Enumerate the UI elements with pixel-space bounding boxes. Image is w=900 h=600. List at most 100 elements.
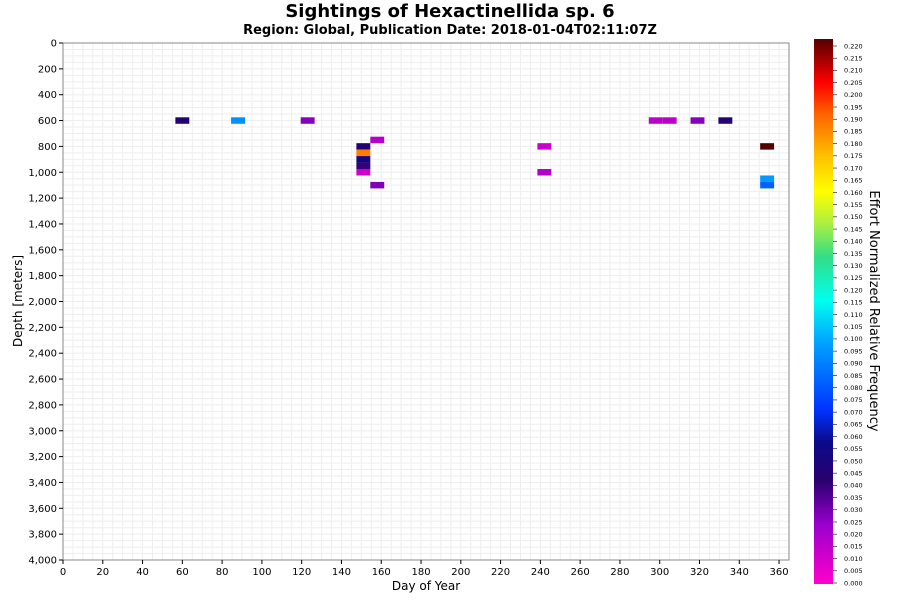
y-tick-label: 3,200 [28,452,57,463]
x-tick-label: 340 [730,567,749,578]
colorbar-tick-label: 0.205 [844,79,863,87]
x-tick-label: 180 [411,567,430,578]
y-tick-label: 1,600 [28,245,57,256]
heatmap-cell [760,175,775,182]
colorbar-tick-label: 0.000 [844,579,863,587]
colorbar-tick-label: 0.220 [844,42,863,50]
x-axis: 0 20 40 60 80 100 120 140 160 180 200 220 240 260 280 3… [60,560,789,578]
colorbar-tick-label: 0.070 [844,408,863,416]
colorbar-tick-label: 0.065 [844,421,863,429]
colorbar-tick-label: 0.005 [844,567,863,575]
x-tick-label: 40 [136,567,149,578]
heatmap-cell [356,156,371,163]
y-tick-label: 3,400 [28,478,57,489]
colorbar-tick-label: 0.140 [844,238,863,246]
heatmap-cell [690,117,705,124]
colorbar-tick-label: 0.215 [844,55,863,63]
colorbar-tick-label: 0.160 [844,189,863,197]
x-tick-label: 260 [571,567,590,578]
colorbar-tick-label: 0.210 [844,67,863,75]
x-tick-label: 100 [252,567,271,578]
colorbar-tick-label: 0.150 [844,213,863,221]
colorbar-tick-label: 0.200 [844,91,863,99]
colorbar-tick-label: 0.050 [844,457,863,465]
x-tick-label: 320 [690,567,709,578]
colorbar-tick-label: 0.080 [844,384,863,392]
x-tick-label: 80 [216,567,229,578]
y-tick-label: 2,400 [28,349,57,360]
x-tick-label: 60 [176,567,189,578]
colorbar-tick-label: 0.045 [844,469,863,477]
y-tick-label: 1,800 [28,271,57,282]
colorbar-label: Effort Normalized Relative Frequency [866,190,881,432]
y-tick-label: 4,000 [28,556,57,567]
x-tick-label: 140 [332,567,351,578]
heatmap-cell [356,162,371,170]
x-tick-label: 0 [60,567,66,578]
colorbar-tick-label: 0.030 [844,506,863,514]
colorbar-tick-label: 0.075 [844,396,863,404]
y-axis: 0 200 400 600 800 1,000 1,200 1,400 1,600 1,800 2,… [28,39,63,567]
heatmap-cell [356,143,371,150]
y-tick-label: 200 [38,64,57,75]
colorbar-tick-label: 0.025 [844,518,863,526]
y-tick-label: 0 [51,39,57,50]
y-tick-label: 400 [38,90,57,101]
x-axis-label: Day of Year [392,579,460,593]
colorbar-tick-label: 0.165 [844,177,863,185]
colorbar-tick-label: 0.155 [844,201,863,209]
heatmap-cell [356,149,371,157]
heatmap-cell [537,143,552,150]
colorbar-tick-label: 0.035 [844,494,863,502]
colorbar-tick-label: 0.010 [844,555,863,563]
colorbar-tick-label: 0.170 [844,164,863,172]
heatmap-cell [370,181,385,189]
x-tick-label: 300 [650,567,669,578]
colorbar-tick-label: 0.015 [844,543,863,551]
x-tick-label: 120 [292,567,311,578]
colorbar-tick-label: 0.120 [844,286,863,294]
grid-lines [62,42,790,561]
heatmap-cell [231,117,245,124]
colorbar-tick-label: 0.110 [844,311,863,319]
chart-subtitle: Region: Global, Publication Date: 2018-0… [243,23,657,38]
colorbar-tick-label: 0.040 [844,482,863,490]
colorbar-tick-label: 0.175 [844,152,863,160]
heatmap-cell [300,117,315,124]
colorbar-tick-label: 0.095 [844,347,863,355]
heatmap-cell [537,169,552,176]
y-tick-label: 2,800 [28,400,57,411]
colorbar-tick-label: 0.060 [844,433,863,441]
colorbar-tick-label: 0.100 [844,335,863,343]
y-tick-label: 2,200 [28,323,57,334]
x-tick-label: 160 [372,567,391,578]
x-tick-label: 240 [531,567,550,578]
colorbar-tick-label: 0.090 [844,360,863,368]
colorbar-tick-label: 0.195 [844,103,863,111]
y-tick-label: 3,000 [28,426,57,437]
colorbar-tick-label: 0.135 [844,250,863,258]
heatmap-cell [648,117,663,124]
colorbar-tick-label: 0.115 [844,299,863,307]
colorbar-tick-label: 0.055 [844,445,863,453]
x-tick-label: 20 [96,567,109,578]
chart-title: Sightings of Hexactinellida sp. 6 [285,1,615,22]
colorbar-tick-label: 0.190 [844,116,863,124]
colorbar-tick-label: 0.180 [844,140,863,148]
colorbar-tick-label: 0.185 [844,128,863,136]
colorbar-tick-label: 0.020 [844,530,863,538]
heatmap-cell [356,169,371,176]
y-axis-label: Depth [meters] [11,255,25,347]
colorbar-tick-label: 0.085 [844,372,863,380]
heatmap-cells [175,117,775,189]
colorbar-tick-label: 0.145 [844,225,863,233]
x-tick-label: 280 [610,567,629,578]
y-tick-label: 3,800 [28,530,57,541]
y-tick-label: 600 [38,116,57,127]
x-tick-label: 360 [770,567,789,578]
heatmap-cell [718,117,733,124]
heatmap-cell [760,181,775,189]
colorbar [814,39,833,584]
x-tick-label: 220 [491,567,510,578]
